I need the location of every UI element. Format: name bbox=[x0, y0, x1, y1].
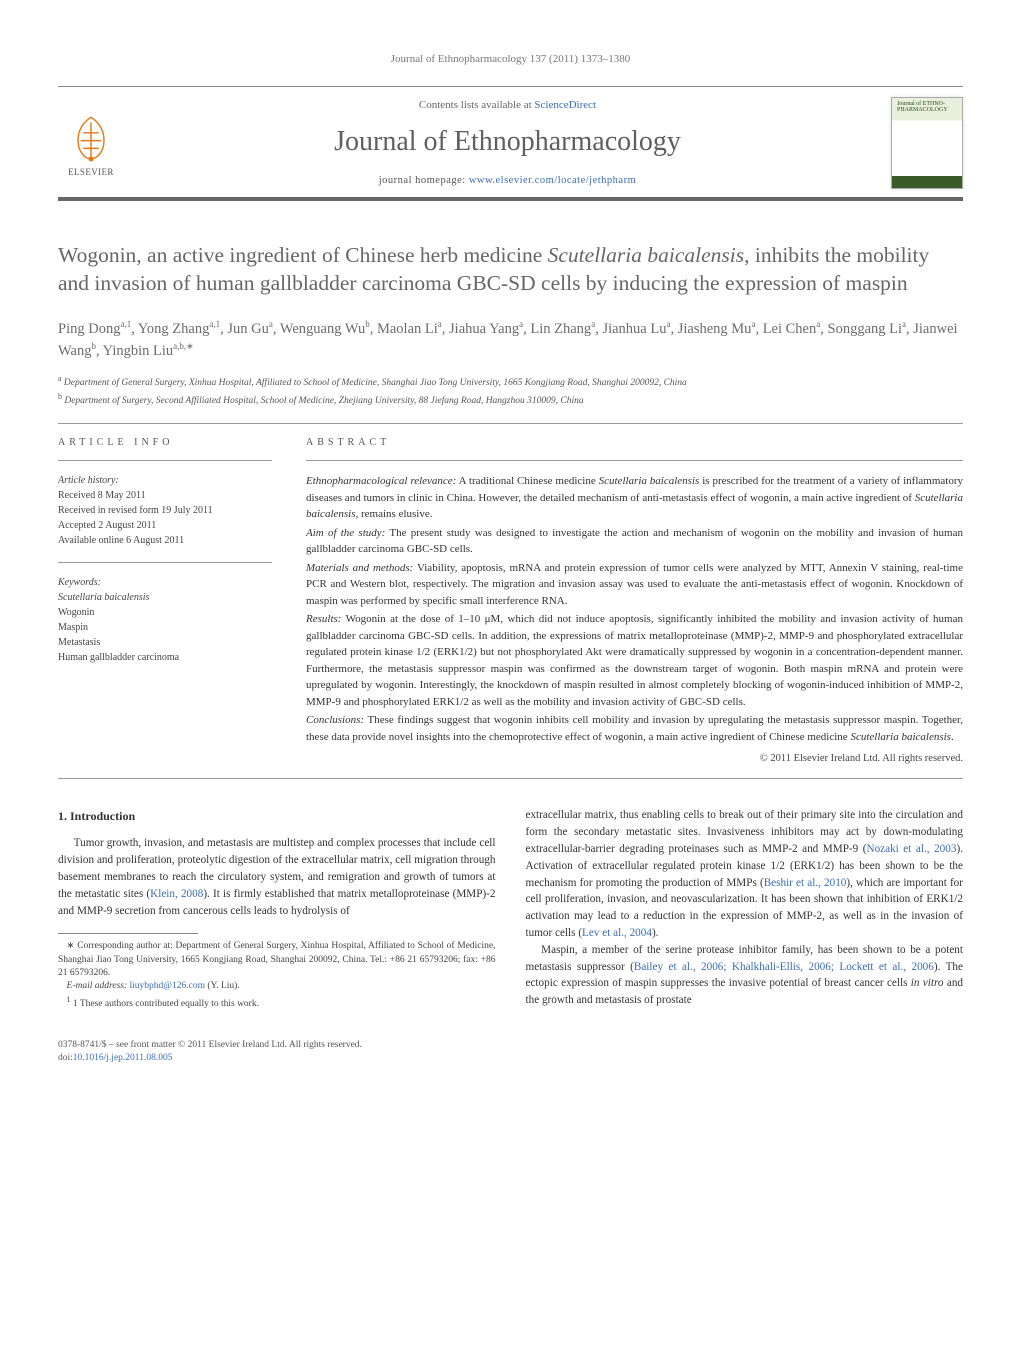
body-columns: 1. Introduction Tumor growth, invasion, … bbox=[58, 807, 963, 1011]
publisher-logo: ELSEVIER bbox=[58, 107, 124, 179]
keyword-2: Maspin bbox=[58, 622, 88, 633]
abstract-label: ABSTRACT bbox=[306, 436, 963, 451]
abstract-copyright: © 2011 Elsevier Ireland Ltd. All rights … bbox=[306, 751, 963, 766]
intro-p1: Tumor growth, invasion, and metastasis a… bbox=[58, 835, 496, 919]
abstract-results: Results: Wogonin at the dose of 1–10 μM,… bbox=[306, 611, 963, 710]
sciencedirect-link[interactable]: ScienceDirect bbox=[534, 99, 596, 111]
footer-doi-line: doi:10.1016/j.jep.2011.08.005 bbox=[58, 1052, 963, 1065]
keyword-3: Metastasis bbox=[58, 637, 100, 648]
email-footnote: E-mail address: liuybphd@126.com (Y. Liu… bbox=[58, 980, 496, 993]
keyword-0: Scutellaria baicalensis bbox=[58, 592, 149, 603]
page-footer: 0378-8741/$ – see front matter © 2011 El… bbox=[58, 1039, 963, 1066]
article-info-label: ARTICLE INFO bbox=[58, 436, 272, 451]
running-head-text: Journal of Ethnopharmacology 137 (2011) … bbox=[391, 53, 630, 65]
corresponding-email-link[interactable]: liuybphd@126.com bbox=[130, 981, 206, 991]
doi-link[interactable]: 10.1016/j.jep.2011.08.005 bbox=[73, 1053, 173, 1063]
doi-prefix: doi: bbox=[58, 1053, 73, 1063]
keyword-4: Human gallbladder carcinoma bbox=[58, 652, 179, 663]
intro-p2: extracellular matrix, thus enabling cell… bbox=[526, 807, 964, 941]
meta-row: ARTICLE INFO Article history: Received 8… bbox=[58, 436, 963, 767]
abstract-body: Ethnopharmacological relevance: A tradit… bbox=[306, 473, 963, 745]
history-revised: Received in revised form 19 July 2011 bbox=[58, 505, 213, 516]
affiliation-b: b Department of Surgery, Second Affiliat… bbox=[58, 391, 963, 409]
rule-after-abstract bbox=[58, 778, 963, 779]
rule-info-1 bbox=[58, 460, 272, 461]
footnote-separator bbox=[58, 933, 198, 934]
rule-info-2 bbox=[58, 562, 272, 563]
history-received: Received 8 May 2011 bbox=[58, 490, 146, 501]
abstract-relevance: Ethnopharmacological relevance: A tradit… bbox=[306, 473, 963, 523]
rule-above-meta bbox=[58, 423, 963, 424]
abstract-methods: Materials and methods: Viability, apopto… bbox=[306, 560, 963, 610]
publisher-logo-label: ELSEVIER bbox=[68, 166, 114, 179]
abstract-column: ABSTRACT Ethnopharmacological relevance:… bbox=[306, 436, 963, 767]
corresponding-footnote: ∗ Corresponding author at: Department of… bbox=[58, 940, 496, 980]
history-online: Available online 6 August 2011 bbox=[58, 535, 184, 546]
author-list: Ping Donga,1, Yong Zhanga,1, Jun Gua, We… bbox=[58, 318, 963, 363]
intro-p3: Maspin, a member of the serine protease … bbox=[526, 942, 964, 1009]
footer-front-matter: 0378-8741/$ – see front matter © 2011 El… bbox=[58, 1039, 963, 1052]
homepage-prefix: journal homepage: bbox=[379, 175, 469, 186]
intro-heading: 1. Introduction bbox=[58, 807, 496, 825]
article-title: Wogonin, an active ingredient of Chinese… bbox=[58, 241, 963, 298]
equal-contrib-footnote: 1 1 These authors contributed equally to… bbox=[58, 994, 496, 1011]
keywords-label: Keywords: bbox=[58, 577, 101, 588]
abstract-aim: Aim of the study: The present study was … bbox=[306, 525, 963, 558]
abstract-conclusions: Conclusions: These findings suggest that… bbox=[306, 712, 963, 745]
article-info-column: ARTICLE INFO Article history: Received 8… bbox=[58, 436, 272, 767]
affiliations: a Department of General Surgery, Xinhua … bbox=[58, 373, 963, 409]
journal-homepage-link[interactable]: www.elsevier.com/locate/jethpharm bbox=[469, 175, 636, 186]
footnotes: ∗ Corresponding author at: Department of… bbox=[58, 940, 496, 1011]
journal-header: ELSEVIER Contents lists available at Sci… bbox=[58, 86, 963, 201]
keyword-1: Wogonin bbox=[58, 607, 94, 618]
history-accepted: Accepted 2 August 2011 bbox=[58, 520, 156, 531]
running-head: Journal of Ethnopharmacology 137 (2011) … bbox=[58, 52, 963, 68]
email-who: (Y. Liu). bbox=[207, 981, 239, 991]
cover-thumb-title: Journal of ETHNO-PHARMACOLOGY bbox=[897, 101, 957, 114]
article-history: Article history: Received 8 May 2011 Rec… bbox=[58, 473, 272, 548]
elsevier-tree-icon bbox=[65, 112, 117, 164]
contents-line-prefix: Contents lists available at bbox=[419, 99, 534, 111]
keywords-block: Keywords: Scutellaria baicalensis Wogoni… bbox=[58, 575, 272, 665]
contents-line: Contents lists available at ScienceDirec… bbox=[142, 98, 873, 114]
journal-cover-thumbnail: Journal of ETHNO-PHARMACOLOGY bbox=[891, 97, 963, 189]
header-center: Contents lists available at ScienceDirec… bbox=[142, 98, 873, 188]
rule-abstract-top bbox=[306, 460, 963, 461]
homepage-line: journal homepage: www.elsevier.com/locat… bbox=[142, 173, 873, 188]
journal-name: Journal of Ethnopharmacology bbox=[142, 122, 873, 163]
cover-thumb-band bbox=[892, 176, 962, 188]
email-label: E-mail address: bbox=[67, 981, 128, 991]
affiliation-a: a Department of General Surgery, Xinhua … bbox=[58, 373, 963, 391]
history-label: Article history: bbox=[58, 475, 119, 486]
